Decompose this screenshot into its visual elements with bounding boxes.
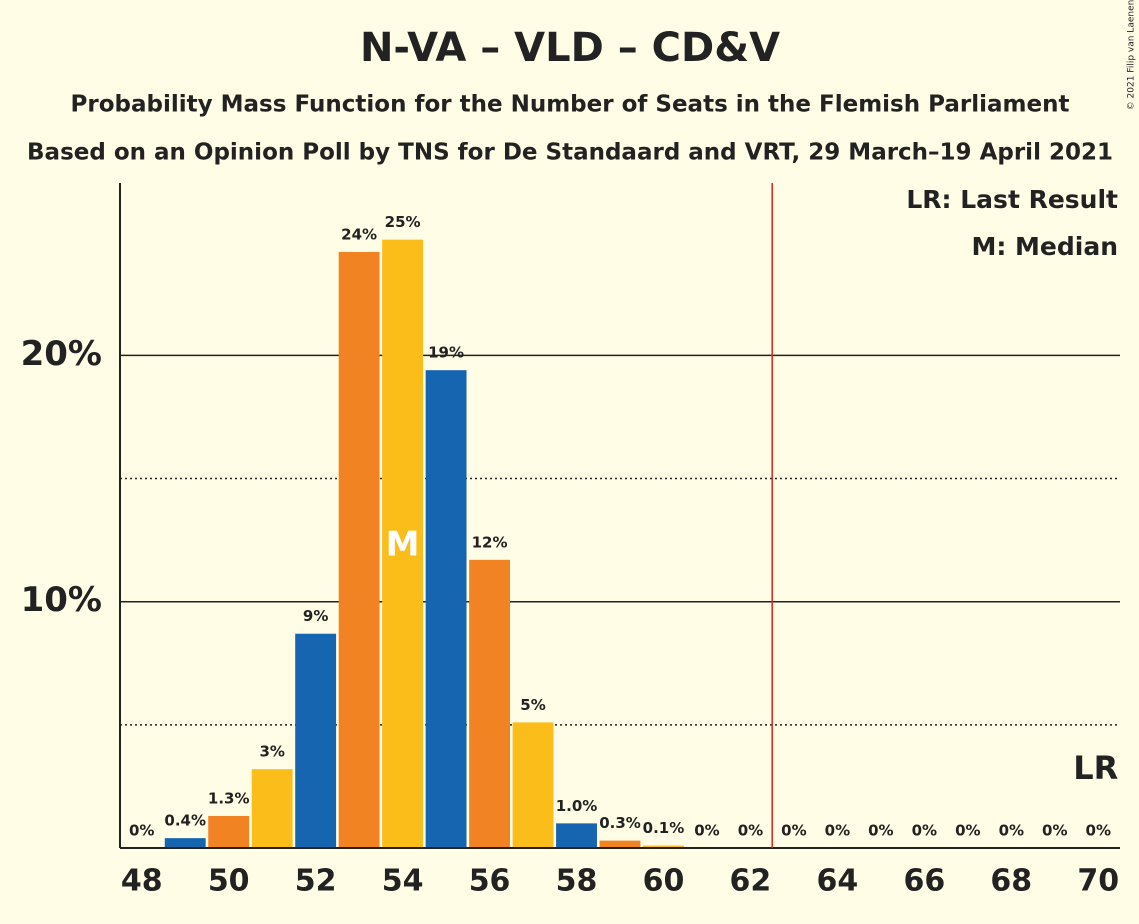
bar [599, 840, 641, 848]
bar [338, 251, 380, 849]
data-label: 19% [428, 344, 464, 362]
x-tick-label: 52 [295, 864, 337, 899]
data-label: 0% [868, 822, 893, 840]
x-tick-label: 48 [121, 864, 163, 899]
median-marker: M [386, 524, 420, 564]
bar [295, 633, 337, 848]
chart-subtitle: Based on an Opinion Poll by TNS for De S… [27, 140, 1113, 166]
data-label: 25% [385, 213, 421, 231]
x-tick-label: 58 [556, 864, 598, 899]
data-label: 0% [999, 822, 1024, 840]
bar [425, 370, 467, 848]
data-label: 0% [1086, 822, 1111, 840]
chart-title: N-VA – VLD – CD&V [360, 25, 780, 71]
x-tick-label: 70 [1077, 864, 1119, 899]
x-tick-label: 56 [469, 864, 511, 899]
x-tick-label: 68 [990, 864, 1032, 899]
data-label: 9% [303, 607, 328, 625]
bar [512, 722, 554, 848]
data-label: 0.3% [599, 814, 641, 832]
y-tick-label: 20% [21, 334, 102, 374]
data-label: 0% [129, 822, 154, 840]
x-tick-label: 62 [730, 864, 772, 899]
data-label: 12% [472, 533, 508, 551]
data-label: 5% [520, 696, 545, 714]
bar [556, 823, 597, 848]
chart-subtitle: Probability Mass Function for the Number… [71, 92, 1070, 118]
legend-entry: LR: Last Result [906, 185, 1118, 214]
data-label: 0% [825, 822, 850, 840]
bar [643, 845, 684, 848]
data-label: 0.1% [643, 819, 685, 837]
bar [469, 559, 510, 848]
data-label: 1.3% [208, 789, 250, 807]
data-label: 0% [1042, 822, 1067, 840]
bar [382, 239, 424, 849]
data-label: 0% [738, 822, 763, 840]
data-label: 0% [781, 822, 806, 840]
data-label: 3% [259, 743, 284, 761]
x-tick-label: 54 [382, 864, 424, 899]
copyright: © 2021 Filip van Laenen [1127, 0, 1137, 110]
data-label: 24% [341, 225, 377, 243]
data-label: 0% [912, 822, 937, 840]
last-result-marker: LR [1073, 749, 1118, 787]
y-tick-label: 10% [21, 580, 102, 620]
data-label: 1.0% [556, 797, 598, 815]
data-label: 0% [694, 822, 719, 840]
bar [164, 838, 206, 848]
data-label: 0.4% [164, 812, 206, 830]
bar [208, 815, 250, 848]
bar [251, 769, 293, 848]
x-tick-label: 60 [643, 864, 685, 899]
x-tick-label: 66 [903, 864, 945, 899]
x-tick-label: 50 [208, 864, 250, 899]
data-label: 0% [955, 822, 980, 840]
legend-entry: M: Median [971, 232, 1118, 261]
x-tick-label: 64 [817, 864, 859, 899]
